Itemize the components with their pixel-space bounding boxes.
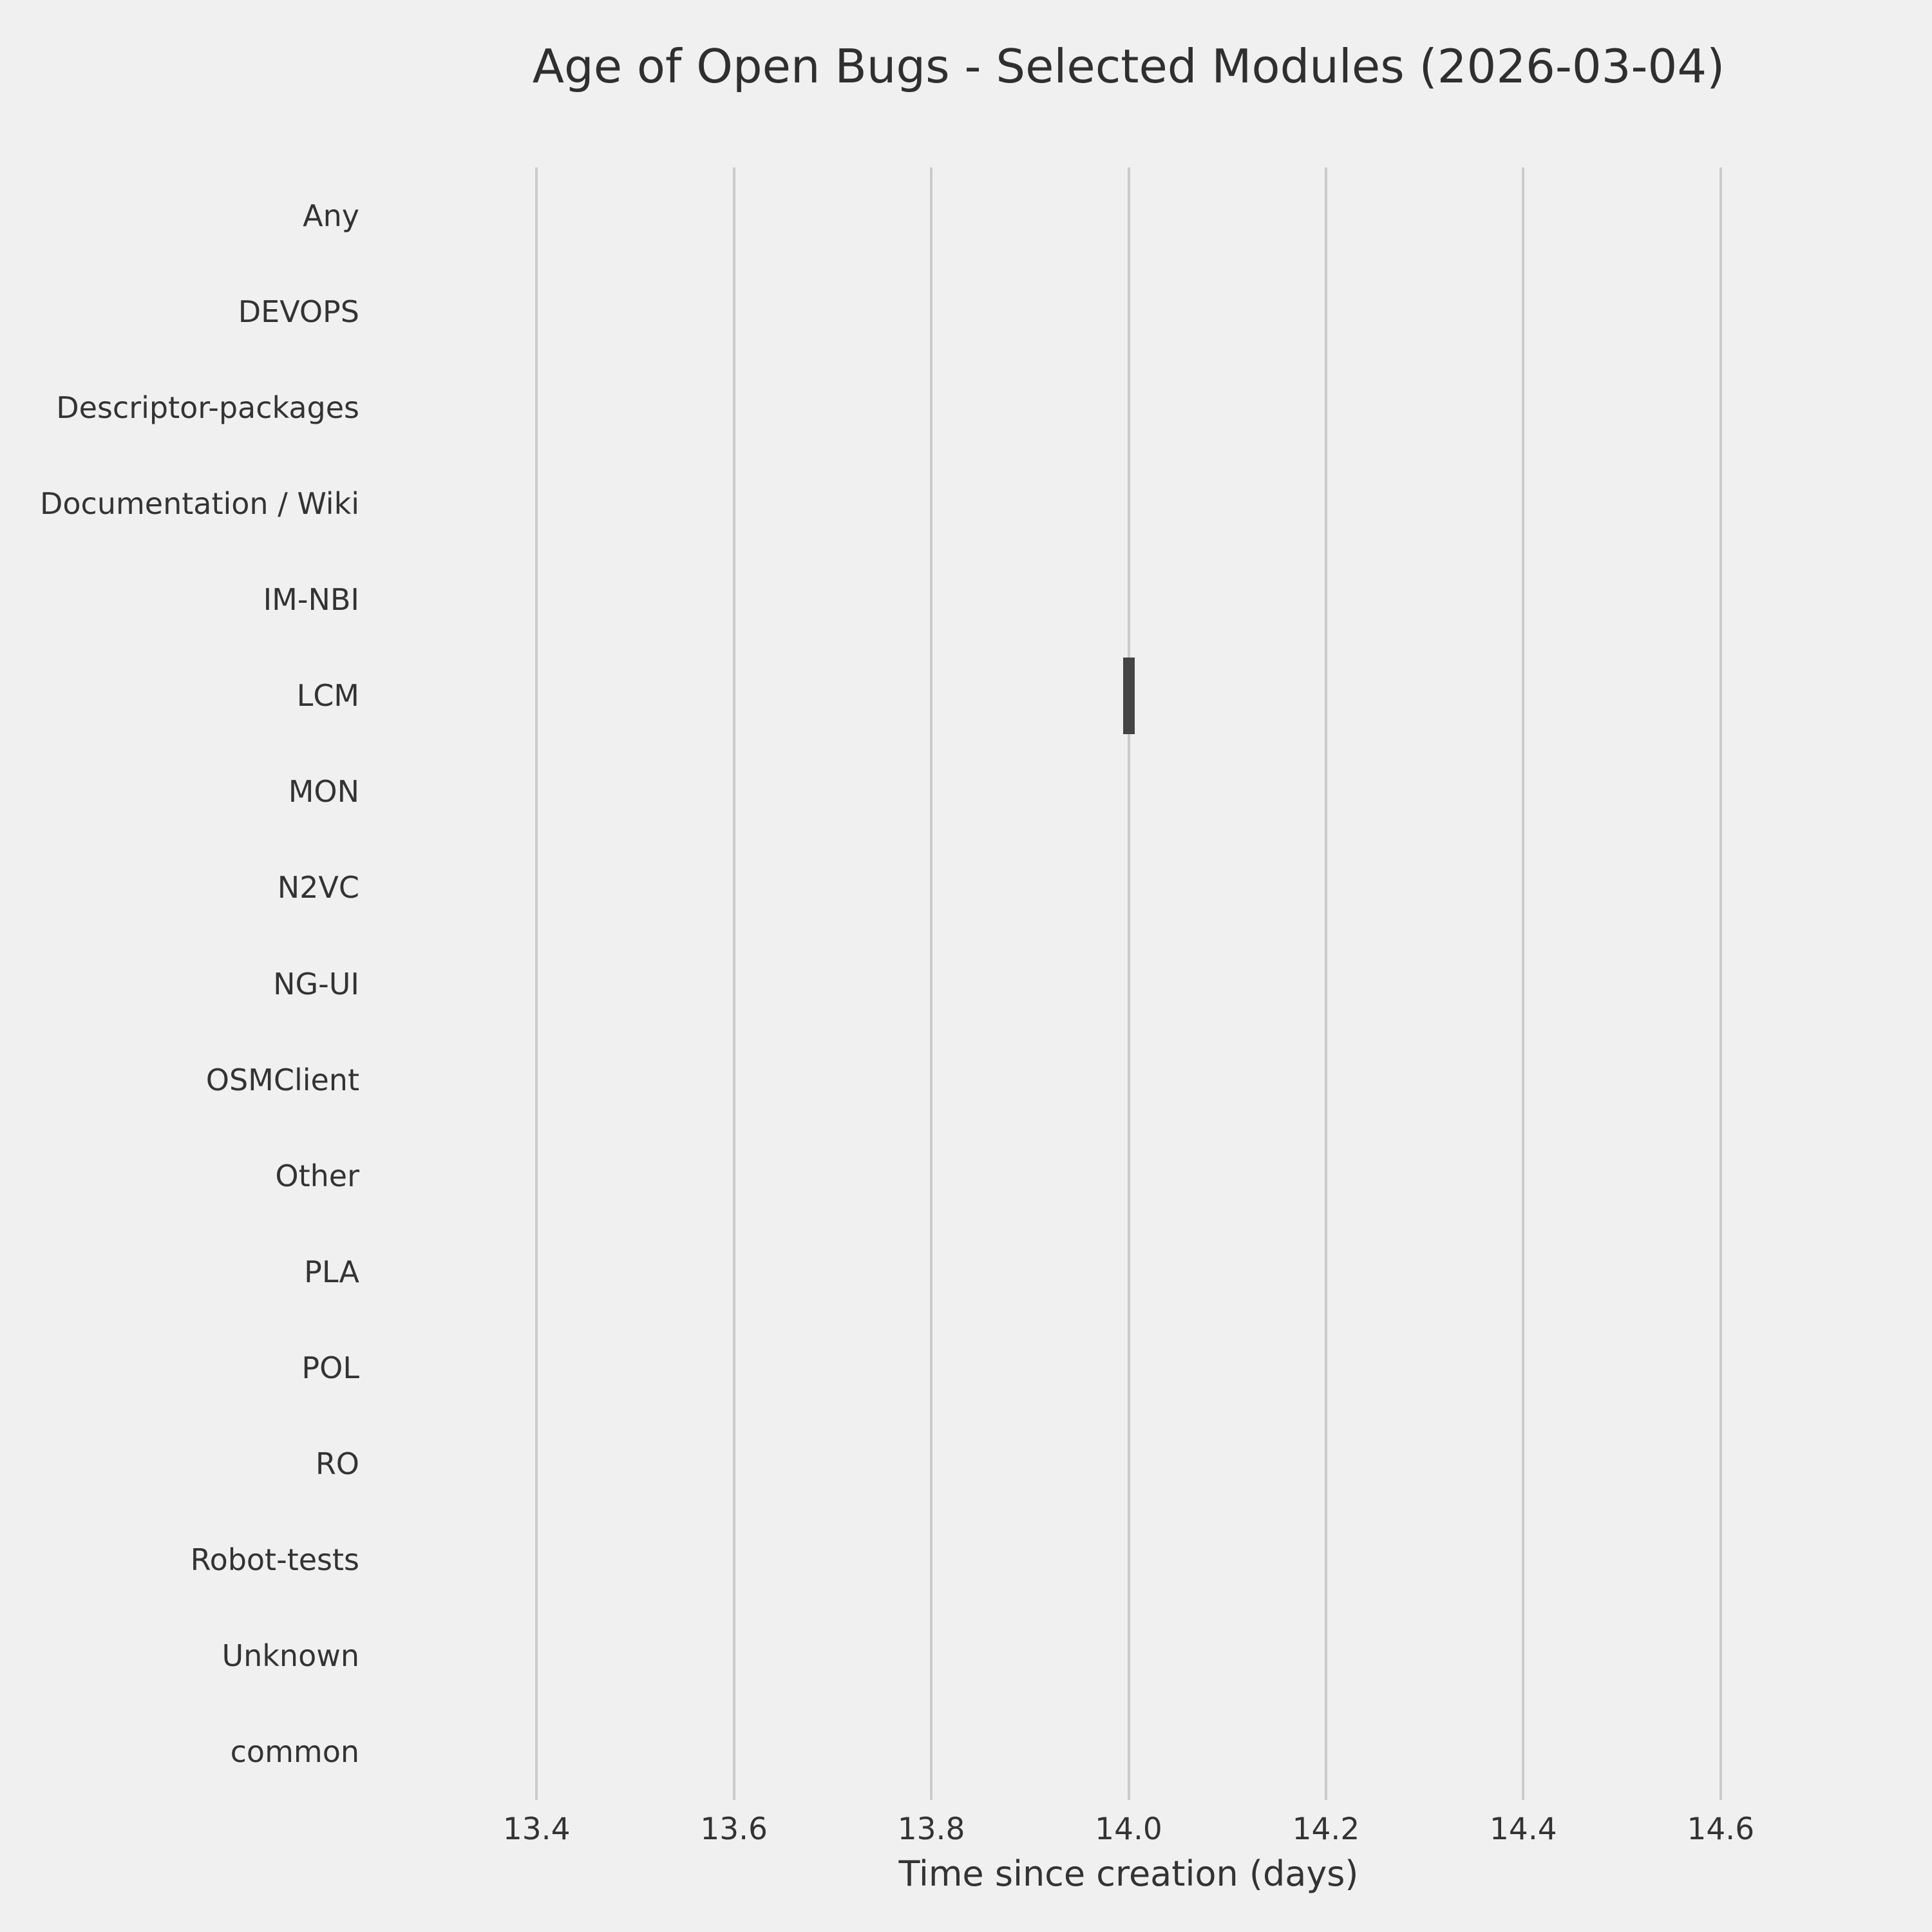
x-gridline [535,167,538,1800]
y-axis-category-label: LCM [296,678,359,714]
x-gridline [1522,167,1525,1800]
y-axis-category-label: Other [275,1158,359,1193]
x-axis-label: Time since creation (days) [898,1853,1359,1894]
y-axis-category-label: NG-UI [273,966,359,1001]
y-axis-category-label: POL [301,1350,359,1385]
y-axis-category-label: Robot-tests [190,1542,359,1578]
x-gridline [1127,167,1130,1800]
y-axis-category-label: IM-NBI [263,582,359,618]
x-tick-label: 13.4 [502,1812,571,1847]
y-axis-category-label: Descriptor-packages [56,390,359,425]
x-gridline [930,167,933,1800]
x-gridline [732,167,735,1800]
x-tick-label: 14.0 [1095,1812,1162,1847]
x-gridline [1719,167,1722,1800]
y-axis-category-label: RO [315,1446,359,1482]
y-axis-category-label: DEVOPS [238,294,359,329]
x-tick-label: 14.6 [1687,1812,1755,1847]
x-gridline [1324,167,1327,1800]
y-axis-category-label: Any [303,198,359,233]
y-axis-category-label: PLA [304,1254,359,1289]
chart-title: Age of Open Bugs - Selected Modules (202… [532,39,1725,93]
boxplot-box-lcm [1122,657,1135,734]
plot-area [438,167,1819,1800]
y-axis-category-label: N2VC [277,870,359,905]
x-tick-label: 13.8 [897,1812,965,1847]
x-tick-label: 13.6 [700,1812,768,1847]
y-axis-category-label: OSMClient [205,1062,359,1097]
x-tick-label: 14.2 [1292,1812,1360,1847]
y-axis-category-label: MON [288,774,359,810]
y-axis-category-label: common [230,1734,359,1770]
y-axis-category-label: Unknown [222,1638,359,1674]
x-tick-label: 14.4 [1490,1812,1557,1847]
y-axis-category-label: Documentation / Wiki [39,486,359,521]
